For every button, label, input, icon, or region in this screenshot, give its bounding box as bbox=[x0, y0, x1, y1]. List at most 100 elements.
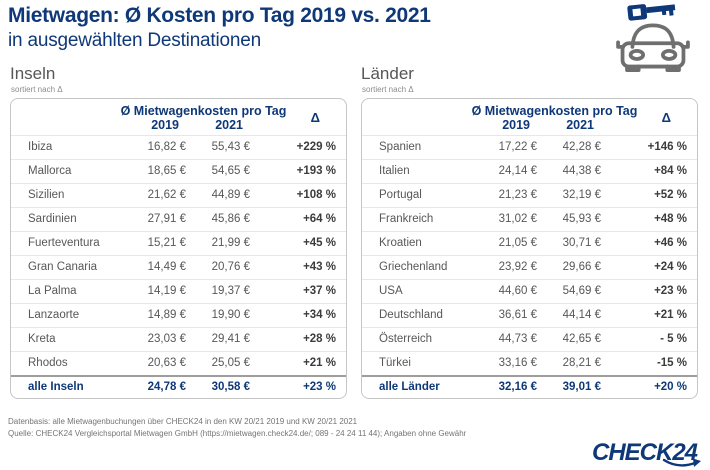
destination-label: Kreta bbox=[28, 333, 56, 346]
table-row: USA 44,60 € 54,69 € +23 % bbox=[362, 278, 697, 303]
destination-label: Türkei bbox=[379, 357, 411, 370]
table-row: Lanzaorte 14,89 € 19,90 € +34 % bbox=[11, 302, 346, 327]
column-header-delta: Δ bbox=[310, 109, 320, 125]
table-row: Griechenland 23,92 € 29,66 € +24 % bbox=[362, 254, 697, 279]
destination-label: Spanien bbox=[379, 141, 422, 154]
destination-label: Sizilien bbox=[28, 189, 65, 202]
table-row: Mallorca 18,65 € 54,65 € +193 % bbox=[11, 158, 346, 183]
delta-value: - 5 % bbox=[660, 333, 687, 346]
countries-table: Ø Mietwagenkosten pro Tag 2019 2021 Δ Sp… bbox=[361, 97, 698, 399]
total-2019: 32,16 € bbox=[498, 381, 537, 394]
column-header-2019: 2019 bbox=[151, 117, 179, 132]
value-2019: 14,89 € bbox=[147, 309, 186, 322]
value-2021: 42,28 € bbox=[562, 141, 601, 154]
footer-notes: Datenbasis: alle Mietwagenbuchungen über… bbox=[8, 416, 466, 439]
value-2019: 21,05 € bbox=[498, 237, 537, 250]
delta-value: +84 % bbox=[654, 165, 687, 178]
value-2019: 24,14 € bbox=[498, 165, 537, 178]
column-group-label: Ø Mietwagenkosten pro Tag bbox=[471, 103, 638, 118]
destination-label: Sardinien bbox=[28, 213, 77, 226]
value-2019: 21,62 € bbox=[147, 189, 186, 202]
column-header-2021: 2021 bbox=[215, 117, 243, 132]
islands-total-row: alle Inseln 24,78 € 30,58 € +23 % bbox=[11, 374, 346, 398]
value-2021: 44,38 € bbox=[562, 165, 601, 178]
table-row: Kroatien 21,05 € 30,71 € +46 % bbox=[362, 230, 697, 255]
destination-label: Lanzaorte bbox=[28, 309, 80, 322]
value-2021: 32,19 € bbox=[562, 189, 601, 202]
value-2021: 45,86 € bbox=[211, 213, 250, 226]
value-2021: 20,76 € bbox=[211, 261, 250, 274]
delta-value: +46 % bbox=[654, 237, 687, 250]
sort-note: sortiert nach Δ bbox=[362, 84, 414, 94]
destination-label: Griechenland bbox=[379, 261, 448, 274]
value-2019: 16,82 € bbox=[147, 141, 186, 154]
total-2021: 30,58 € bbox=[211, 381, 250, 394]
delta-value: -15 % bbox=[656, 357, 687, 370]
destination-label: Fuerteventura bbox=[28, 237, 100, 250]
delta-value: +37 % bbox=[303, 285, 336, 298]
delta-value: +108 % bbox=[296, 189, 336, 202]
total-2021: 39,01 € bbox=[562, 381, 601, 394]
section-title-inseln: Inseln bbox=[10, 64, 56, 83]
value-2019: 23,92 € bbox=[498, 261, 537, 274]
value-2019: 14,49 € bbox=[147, 261, 186, 274]
value-2019: 14,19 € bbox=[147, 285, 186, 298]
curved-arrow-icon bbox=[662, 458, 701, 467]
total-delta: +23 % bbox=[303, 381, 336, 394]
check24-logo: CHECK24 bbox=[592, 439, 704, 467]
destination-label: La Palma bbox=[28, 285, 77, 298]
table-row: Portugal 21,23 € 32,19 € +52 % bbox=[362, 182, 697, 207]
value-2021: 44,14 € bbox=[562, 309, 601, 322]
destination-label: Portugal bbox=[379, 189, 422, 202]
value-2021: 28,21 € bbox=[562, 357, 601, 370]
table-header: Ø Mietwagenkosten pro Tag 2019 2021 Δ bbox=[11, 99, 346, 135]
column-header-2019: 2019 bbox=[502, 117, 530, 132]
table-row: Gran Canaria 14,49 € 20,76 € +43 % bbox=[11, 254, 346, 279]
delta-value: +229 % bbox=[296, 141, 336, 154]
destination-label: USA bbox=[379, 285, 403, 298]
total-2019: 24,78 € bbox=[147, 381, 186, 394]
car-with-key-icon bbox=[616, 4, 690, 72]
value-2019: 27,91 € bbox=[147, 213, 186, 226]
total-label: alle Inseln bbox=[28, 381, 84, 394]
delta-value: +34 % bbox=[303, 309, 336, 322]
delta-value: +24 % bbox=[654, 261, 687, 274]
destination-label: Österreich bbox=[379, 333, 433, 346]
table-row: Fuerteventura 15,21 € 21,99 € +45 % bbox=[11, 230, 346, 255]
table-row: Sardinien 27,91 € 45,86 € +64 % bbox=[11, 206, 346, 231]
page-title: Mietwagen: Ø Kosten pro Tag 2019 vs. 202… bbox=[8, 4, 431, 27]
value-2019: 36,61 € bbox=[498, 309, 537, 322]
destination-label: Italien bbox=[379, 165, 410, 178]
delta-value: +43 % bbox=[303, 261, 336, 274]
value-2019: 33,16 € bbox=[498, 357, 537, 370]
destination-label: Mallorca bbox=[28, 165, 72, 178]
delta-value: +64 % bbox=[303, 213, 336, 226]
value-2021: 19,90 € bbox=[211, 309, 250, 322]
delta-value: +48 % bbox=[654, 213, 687, 226]
value-2021: 29,66 € bbox=[562, 261, 601, 274]
data-basis-note: Datenbasis: alle Mietwagenbuchungen über… bbox=[8, 417, 358, 426]
delta-value: +193 % bbox=[296, 165, 336, 178]
table-row: Rhodos 20,63 € 25,05 € +21 % bbox=[11, 350, 346, 375]
delta-value: +45 % bbox=[303, 237, 336, 250]
countries-column: Länder sortiert nach Δ Ø Mietwagenkosten… bbox=[361, 64, 698, 399]
delta-value: +146 % bbox=[647, 141, 687, 154]
value-2021: 54,65 € bbox=[211, 165, 250, 178]
page-header: Mietwagen: Ø Kosten pro Tag 2019 vs. 202… bbox=[8, 3, 431, 53]
value-2021: 19,37 € bbox=[211, 285, 250, 298]
islands-table: Ø Mietwagenkosten pro Tag 2019 2021 Δ Ib… bbox=[10, 97, 347, 399]
table-row: Österreich 44,73 € 42,65 € - 5 % bbox=[362, 326, 697, 351]
islands-rows: Ibiza 16,82 € 55,43 € +229 % Mallorca 18… bbox=[11, 134, 346, 375]
destination-label: Frankreich bbox=[379, 213, 434, 226]
value-2021: 45,93 € bbox=[562, 213, 601, 226]
table-row: La Palma 14,19 € 19,37 € +37 % bbox=[11, 278, 346, 303]
section-title-laender: Länder bbox=[361, 64, 414, 83]
page-subtitle: in ausgewählten Destinationen bbox=[8, 30, 261, 52]
value-2021: 29,41 € bbox=[211, 333, 250, 346]
destination-label: Ibiza bbox=[28, 141, 53, 154]
value-2021: 25,05 € bbox=[211, 357, 250, 370]
value-2021: 54,69 € bbox=[562, 285, 601, 298]
table-row: Italien 24,14 € 44,38 € +84 % bbox=[362, 158, 697, 183]
countries-rows: Spanien 17,22 € 42,28 € +146 % Italien 2… bbox=[362, 134, 697, 375]
value-2019: 20,63 € bbox=[147, 357, 186, 370]
